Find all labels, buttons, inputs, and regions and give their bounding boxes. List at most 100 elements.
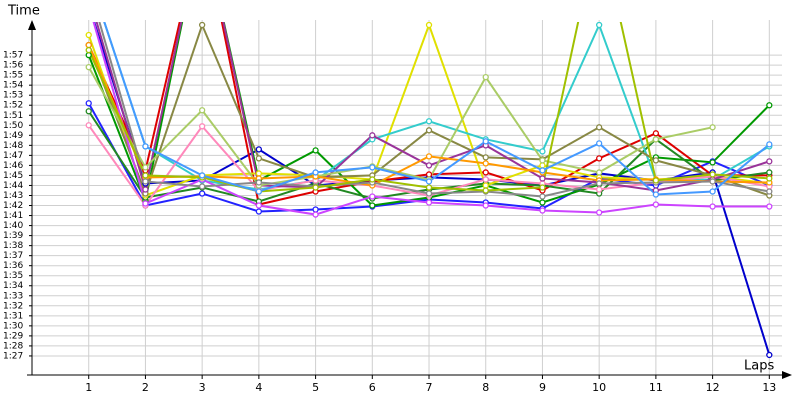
x-tick-label: 5 [312,381,319,394]
point [369,193,376,200]
y-tick-label: 1:42 [3,201,23,211]
point [539,199,546,206]
point [85,100,92,107]
point [425,171,433,178]
y-tick-label: 1:56 [3,61,23,71]
point [596,124,603,131]
point [198,190,206,197]
x-axis-arrow [782,371,792,379]
point [709,171,716,178]
point [766,175,773,182]
series-line [87,66,713,187]
point [482,73,489,81]
point [709,124,716,131]
y-tick-label: 1:52 [3,101,23,111]
x-tick-label: 4 [255,381,262,394]
y-tick-label: 1:51 [3,111,23,121]
point [198,22,206,29]
point [482,187,489,194]
x-tick-label: 8 [482,381,489,394]
point [652,130,660,137]
point [255,179,263,186]
y-tick-label: 1:31 [3,311,23,321]
point [198,123,206,130]
y-axis-arrow [28,20,36,30]
point [255,155,263,162]
plot-area [85,2,773,359]
point [652,201,660,208]
x-tick-label: 11 [649,381,663,394]
point [709,188,716,195]
point [198,172,206,179]
point [255,146,263,153]
point [709,159,716,166]
point [85,63,92,71]
point [652,157,660,164]
point [255,208,263,215]
point [255,170,263,177]
y-tick-label: 1:57 [3,51,23,61]
point [539,175,546,182]
point [142,172,149,179]
point [255,202,263,209]
y-tick-label: 1:40 [3,221,23,231]
point [425,178,433,185]
y-axis-title: Time [7,4,40,19]
point [142,178,149,185]
point [86,2,91,7]
point [312,184,319,191]
point [482,160,489,167]
point [539,157,546,164]
x-tick-label: 1 [85,381,92,394]
point [596,209,603,216]
point [766,188,773,195]
point [709,178,716,185]
point [312,147,319,154]
y-tick-label: 1:44 [3,181,23,191]
point [596,180,603,187]
point [312,211,319,218]
point [482,176,489,183]
point [482,138,489,145]
point [766,203,773,210]
point [482,154,489,161]
point [482,169,489,176]
x-axis-title: Laps [744,359,774,374]
point [255,188,263,195]
point [425,22,433,29]
point [766,169,773,176]
y-tick-label: 1:55 [3,71,23,81]
point [425,184,433,191]
x-tick-label: 9 [539,381,546,394]
point [539,148,546,155]
y-tick-label: 1:33 [3,291,23,301]
point [142,200,149,207]
y-tick-label: 1:54 [3,81,23,91]
point [85,108,92,115]
y-tick-label: 1:43 [3,191,23,201]
x-tick-label: 13 [762,381,776,394]
x-tick-label: 7 [426,381,433,394]
point [596,22,603,29]
y-tick-label: 1:37 [3,251,23,261]
y-tick-label: 1:45 [3,171,23,181]
point [709,203,716,210]
point [142,143,149,150]
point [596,169,603,176]
point [425,118,433,125]
point [86,2,91,7]
point [369,202,376,209]
x-tick-label: 2 [142,381,149,394]
y-tick-label: 1:46 [3,161,23,171]
y-tick-label: 1:30 [3,321,23,331]
point [142,186,149,193]
y-tick-label: 1:49 [3,131,23,141]
y-tick-label: 1:41 [3,211,23,221]
y-tick-label: 1:28 [3,341,23,351]
point [425,153,433,160]
axes: Time Laps 1:271:281:291:301:311:321:331:… [3,4,792,394]
point [369,164,376,171]
x-tick-label: 10 [592,381,606,394]
y-tick-label: 1:29 [3,331,23,341]
point [539,184,546,191]
